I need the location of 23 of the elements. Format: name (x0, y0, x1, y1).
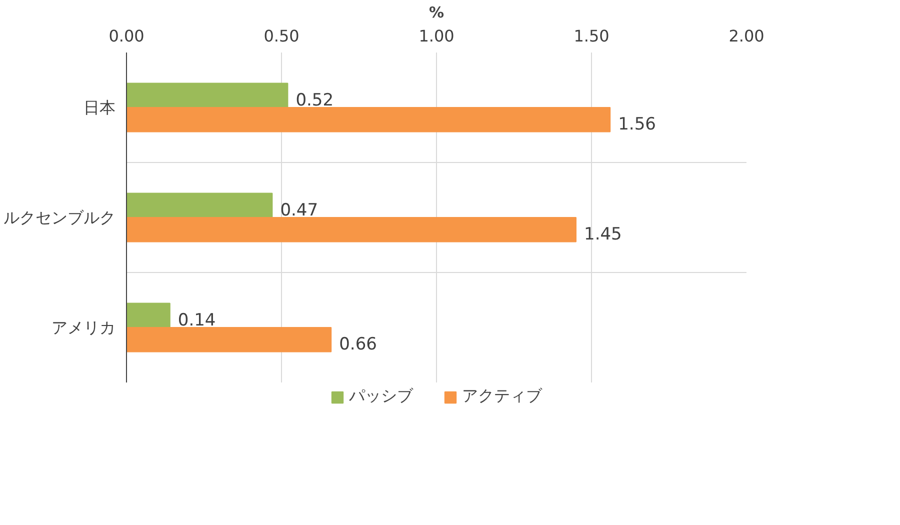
x-tick-label: 2.00 (728, 26, 764, 46)
x-axis-title: % (428, 4, 444, 22)
data-label: 0.66 (339, 334, 377, 355)
y-tick-label: 日本 (84, 98, 116, 117)
x-tick-label: 1.00 (418, 26, 454, 46)
bar (126, 217, 576, 242)
x-tick-label: 0.50 (264, 26, 300, 46)
y-tick-label: ルクセンブルク (4, 208, 116, 227)
y-tick-label: アメリカ (52, 318, 116, 337)
bar (126, 107, 611, 132)
legend-label: アクティブ (462, 386, 542, 407)
x-tick-label: 0.00 (108, 26, 144, 46)
bar (126, 192, 273, 218)
data-label: 0.47 (280, 200, 318, 220)
x-tick-label: 1.50 (574, 26, 610, 46)
bar (126, 302, 170, 328)
data-label: 1.56 (618, 114, 656, 135)
data-label: 1.45 (584, 224, 622, 245)
legend-label: パッシブ (349, 386, 413, 407)
bar (126, 82, 288, 108)
data-label: 0.52 (296, 90, 334, 110)
bar (126, 327, 332, 352)
data-label: 0.14 (178, 310, 216, 330)
